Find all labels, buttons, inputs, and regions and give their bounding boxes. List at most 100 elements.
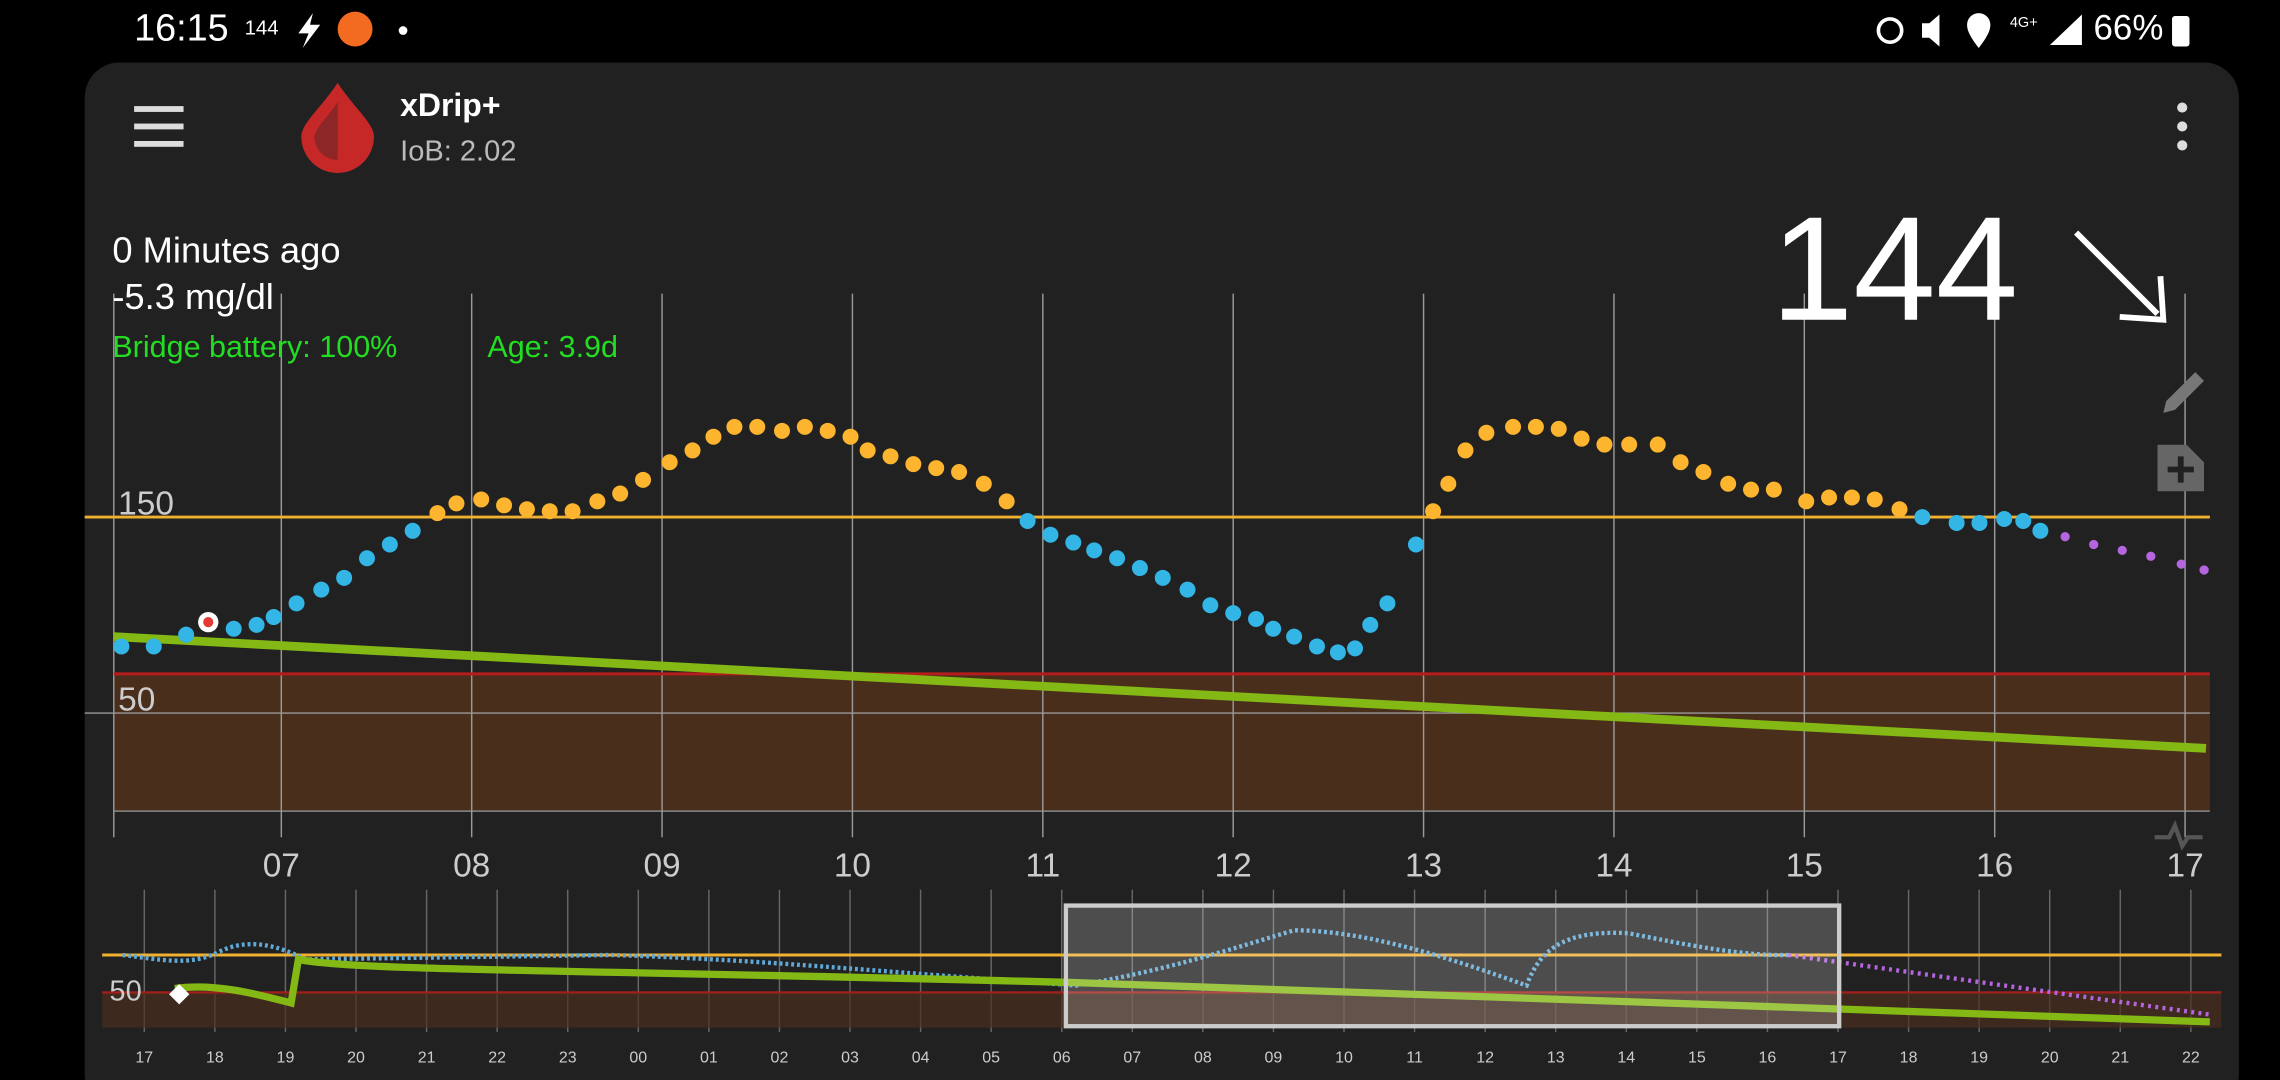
reading-dot (1065, 534, 1082, 551)
reading-dot (1154, 569, 1171, 586)
reading-dot (288, 595, 305, 612)
reading-dot (998, 493, 1015, 510)
reading-dot (1720, 475, 1737, 492)
x-tick-label: 17 (2166, 848, 2203, 885)
add-blood-test-button[interactable] (2163, 372, 2205, 413)
reading-dot (248, 616, 265, 633)
reading-dot (1649, 436, 1666, 453)
reading-dot (1286, 628, 1303, 645)
reading-dot (705, 428, 722, 445)
overview-viewport[interactable] (1063, 903, 1842, 1029)
overview-x-label: 20 (2041, 1049, 2059, 1066)
x-tick-label: 12 (1215, 848, 1252, 885)
mute-icon (1922, 14, 1940, 47)
reading-dot (1225, 605, 1242, 622)
reading-dot (265, 609, 282, 626)
reading-delta: -5.3 mg/dl (112, 276, 274, 317)
overview-x-label: 19 (277, 1049, 295, 1066)
heart-icon (2154, 820, 2203, 851)
reading-dot (1248, 611, 1265, 627)
reading-dot (358, 550, 375, 567)
pipette-icon (2163, 372, 2205, 413)
reading-dot (1265, 620, 1282, 637)
reading-dot (1109, 550, 1126, 567)
reading-dot (2015, 512, 2032, 529)
overview-x-label: 01 (700, 1049, 718, 1066)
reading-dot (1131, 560, 1148, 577)
reading-dot (1505, 418, 1522, 435)
battery-icon (2172, 15, 2190, 47)
reading-dot (1621, 436, 1638, 453)
prediction-dot (2117, 545, 2127, 556)
reading-dot (661, 454, 678, 471)
bridge-battery: Bridge battery: 100% (112, 330, 397, 364)
treatment-marker-center (203, 617, 214, 628)
app-logo-shade (314, 101, 338, 160)
reading-dot (796, 418, 813, 435)
reading-dot (774, 422, 790, 439)
reading-dot (496, 497, 513, 514)
dot-icon (398, 26, 408, 35)
reading-dot (1379, 595, 1396, 612)
reading-dot (749, 418, 766, 435)
y-tick-label: 50 (118, 681, 155, 718)
prediction-dot (2060, 532, 2070, 542)
app-logo (301, 82, 374, 173)
location-icon (1967, 13, 1991, 48)
signal-icon (2049, 14, 2082, 46)
reading-dot (1440, 475, 1457, 492)
reading-dot (951, 463, 968, 480)
reading-dot (1914, 509, 1931, 526)
x-tick-label: 13 (1405, 848, 1442, 885)
reading-dot (1308, 638, 1325, 655)
overview-x-label: 07 (1123, 1049, 1141, 1066)
overview-x-label: 21 (2111, 1049, 2129, 1066)
reading-dot (842, 428, 859, 445)
x-tick-label: 10 (834, 848, 871, 885)
reading-dot (726, 418, 743, 435)
trend-line (113, 632, 2207, 753)
reading-dot (1596, 436, 1613, 453)
reading-dot (1866, 491, 1883, 508)
overview-x-label: 02 (771, 1049, 789, 1066)
reading-dot (1996, 511, 2013, 528)
x-tick-label: 11 (1025, 848, 1060, 885)
overview-x-label: 06 (1053, 1049, 1071, 1066)
x-tick-label: 14 (1595, 848, 1632, 885)
reading-dot (1695, 463, 1712, 480)
x-tick-label: 16 (1976, 848, 2013, 885)
reading-dot (518, 501, 535, 518)
overview-x-label: 19 (1970, 1049, 1988, 1066)
menu-dot (2177, 102, 2188, 113)
overview-x-label: 21 (418, 1049, 436, 1066)
reading-dot (819, 422, 836, 439)
reading-dot (564, 503, 581, 520)
reading-dot (1457, 442, 1474, 459)
reading-dot (541, 503, 558, 520)
menu-button[interactable] (134, 106, 184, 147)
reading-dot (1843, 489, 1860, 506)
overview-x-label: 17 (135, 1049, 153, 1066)
overview-x-label: 10 (1335, 1049, 1353, 1066)
reading-dot (336, 569, 353, 586)
status-battery: 66% (2094, 9, 2164, 48)
reading-dot (1743, 481, 1760, 498)
add-note-button[interactable] (2157, 444, 2205, 492)
overflow-menu[interactable] (2177, 102, 2188, 151)
reading-dot (1042, 526, 1059, 543)
reading-dot (381, 536, 398, 553)
overview-chart[interactable]: 50 17 18 19 20 21 22 23 00 01 02 03 04 05 06 07 08 09 10 1… (102, 889, 2222, 1067)
reading-dot (975, 475, 992, 492)
overview-prediction (1787, 952, 2211, 1017)
reading-dot (1672, 454, 1689, 471)
prediction-dot (2176, 559, 2186, 569)
mi-icon (337, 11, 373, 47)
reading-dot (1347, 640, 1364, 657)
reading-dot (1798, 493, 1815, 510)
reading-dot (859, 442, 876, 459)
overview-x-label: 18 (206, 1049, 224, 1066)
overview-x-label: 13 (1547, 1049, 1565, 1066)
menu-line (134, 123, 184, 130)
overview-x-label: 15 (1688, 1049, 1706, 1066)
reading-dot (1948, 514, 1965, 531)
